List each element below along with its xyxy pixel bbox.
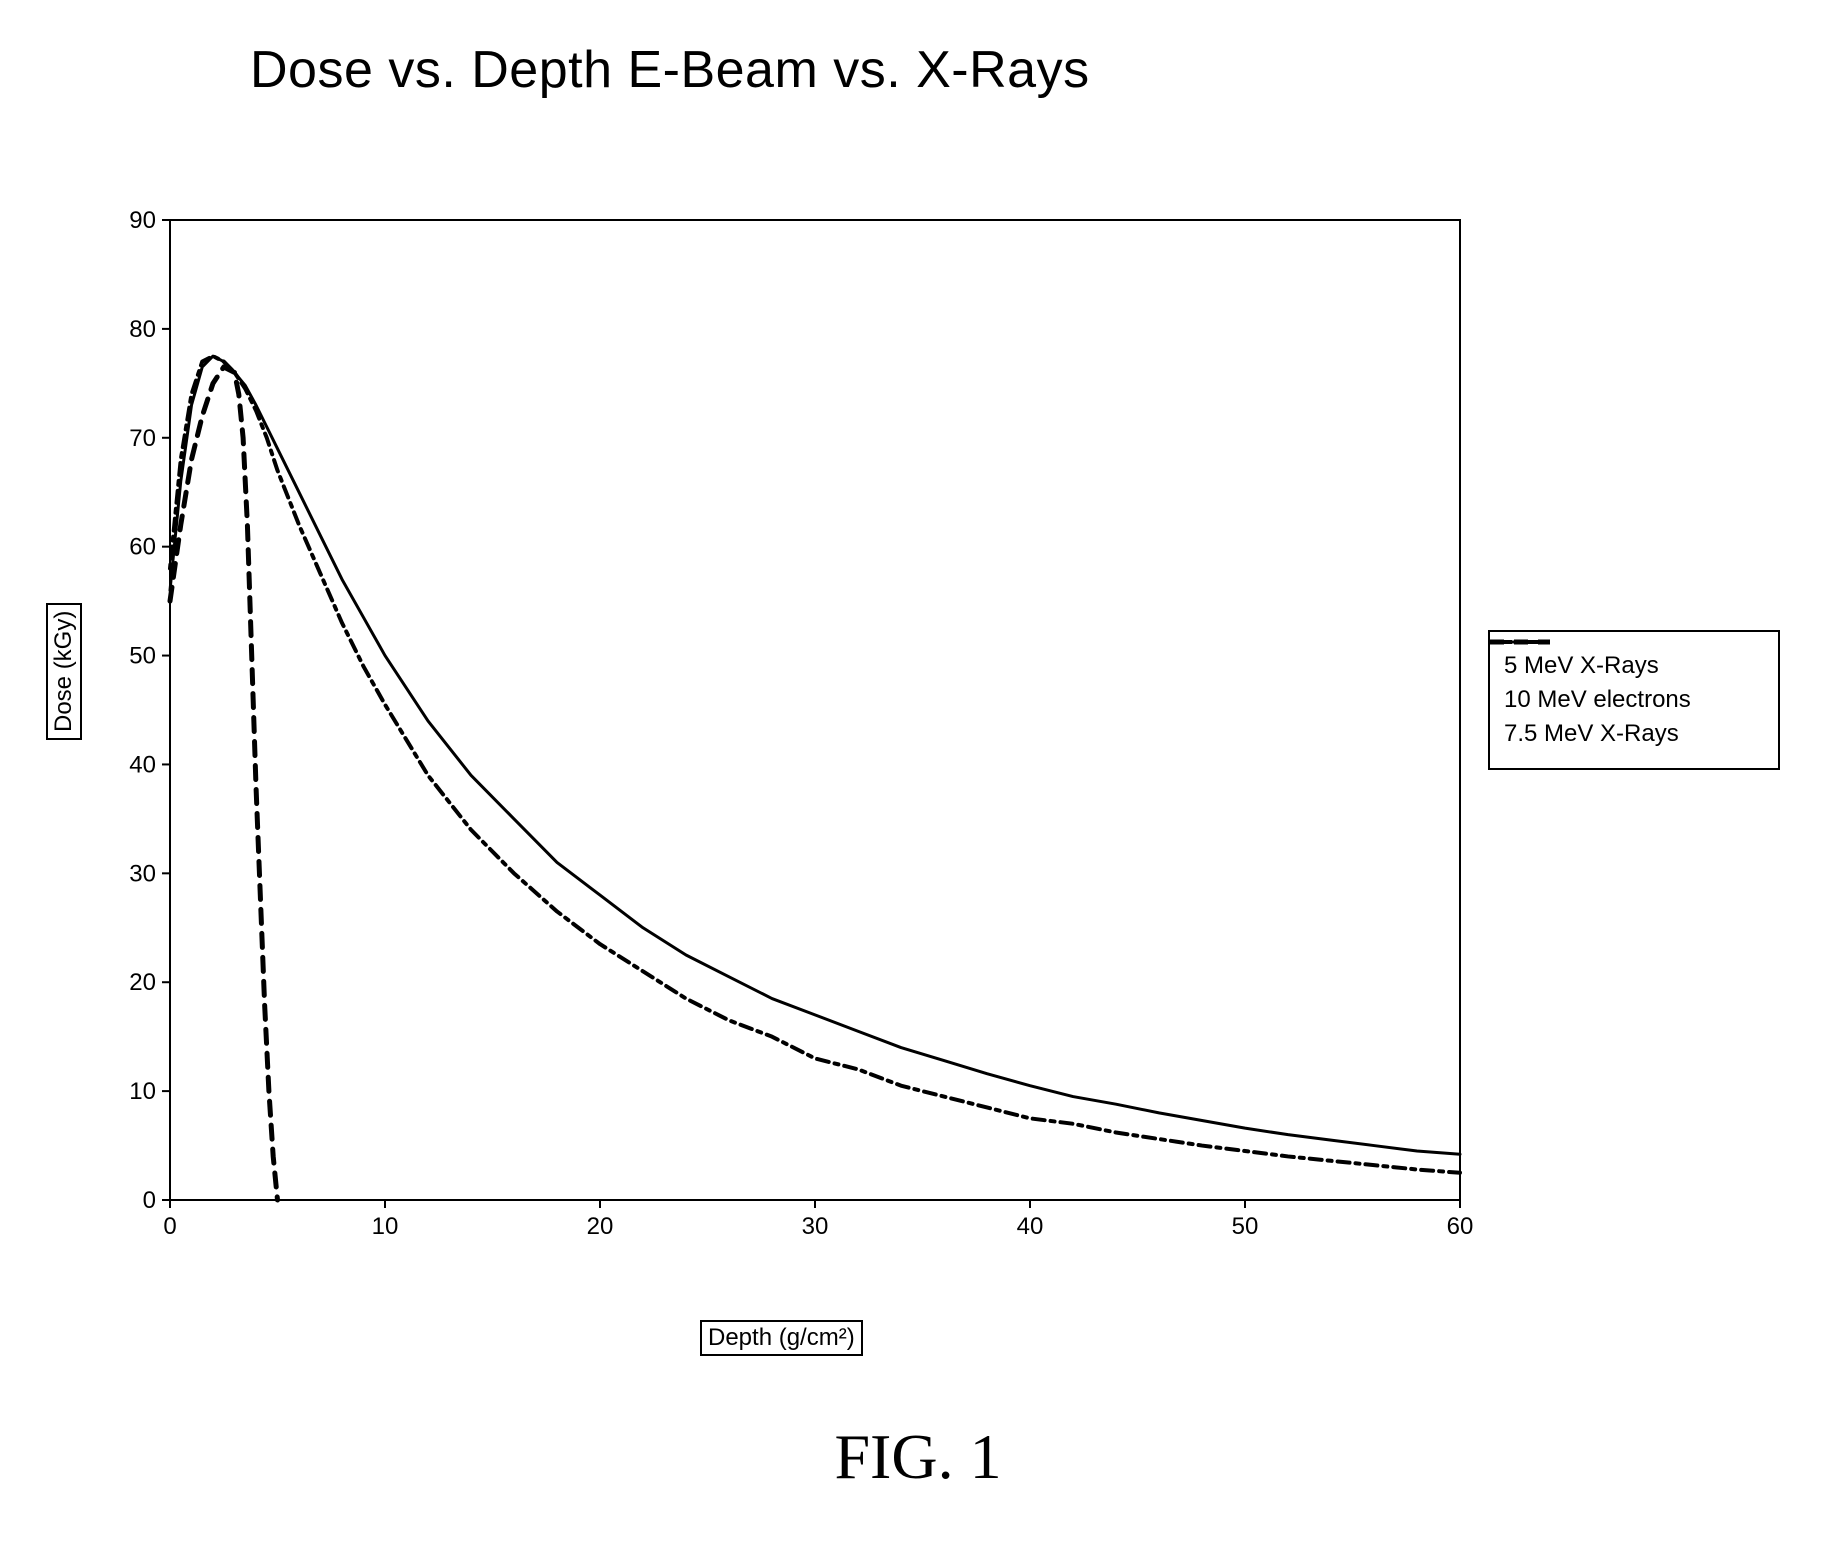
figure-caption: FIG. 1 (0, 1420, 1836, 1494)
legend-swatch-xray75 (1490, 632, 1550, 652)
y-axis-label: Dose (kGy) (46, 603, 82, 740)
svg-text:10: 10 (129, 1078, 156, 1105)
svg-text:40: 40 (129, 751, 156, 778)
svg-text:0: 0 (163, 1213, 176, 1240)
legend-label: 5 MeV X-Rays (1504, 652, 1659, 680)
svg-text:80: 80 (129, 316, 156, 343)
svg-text:40: 40 (1017, 1213, 1044, 1240)
legend-item: 10 MeV electrons (1504, 686, 1764, 714)
svg-text:50: 50 (1232, 1213, 1259, 1240)
chart-title: Dose vs. Depth E-Beam vs. X-Rays (250, 40, 1090, 100)
svg-text:20: 20 (129, 969, 156, 996)
svg-text:30: 30 (129, 860, 156, 887)
legend: 5 MeV X-Rays 10 MeV electrons 7.5 MeV X-… (1488, 630, 1780, 770)
svg-text:0: 0 (143, 1187, 156, 1214)
svg-text:90: 90 (129, 207, 156, 234)
legend-label: 7.5 MeV X-Rays (1504, 720, 1679, 748)
svg-text:50: 50 (129, 643, 156, 670)
svg-text:70: 70 (129, 425, 156, 452)
chart-container: 0 10 20 30 40 50 60 70 80 90 0 10 20 30 40 50 60 Dose (k… (40, 200, 1800, 1320)
legend-item: 5 MeV X-Rays (1504, 652, 1764, 680)
chart-svg: 0 10 20 30 40 50 60 70 80 90 0 10 20 30 40 50 60 (40, 200, 1800, 1400)
svg-text:60: 60 (1447, 1213, 1474, 1240)
x-axis-label: Depth (g/cm²) (700, 1320, 863, 1356)
svg-text:60: 60 (129, 534, 156, 561)
svg-text:10: 10 (372, 1213, 399, 1240)
svg-text:20: 20 (587, 1213, 614, 1240)
legend-label: 10 MeV electrons (1504, 686, 1691, 714)
legend-item: 7.5 MeV X-Rays (1504, 720, 1764, 748)
svg-text:30: 30 (802, 1213, 829, 1240)
